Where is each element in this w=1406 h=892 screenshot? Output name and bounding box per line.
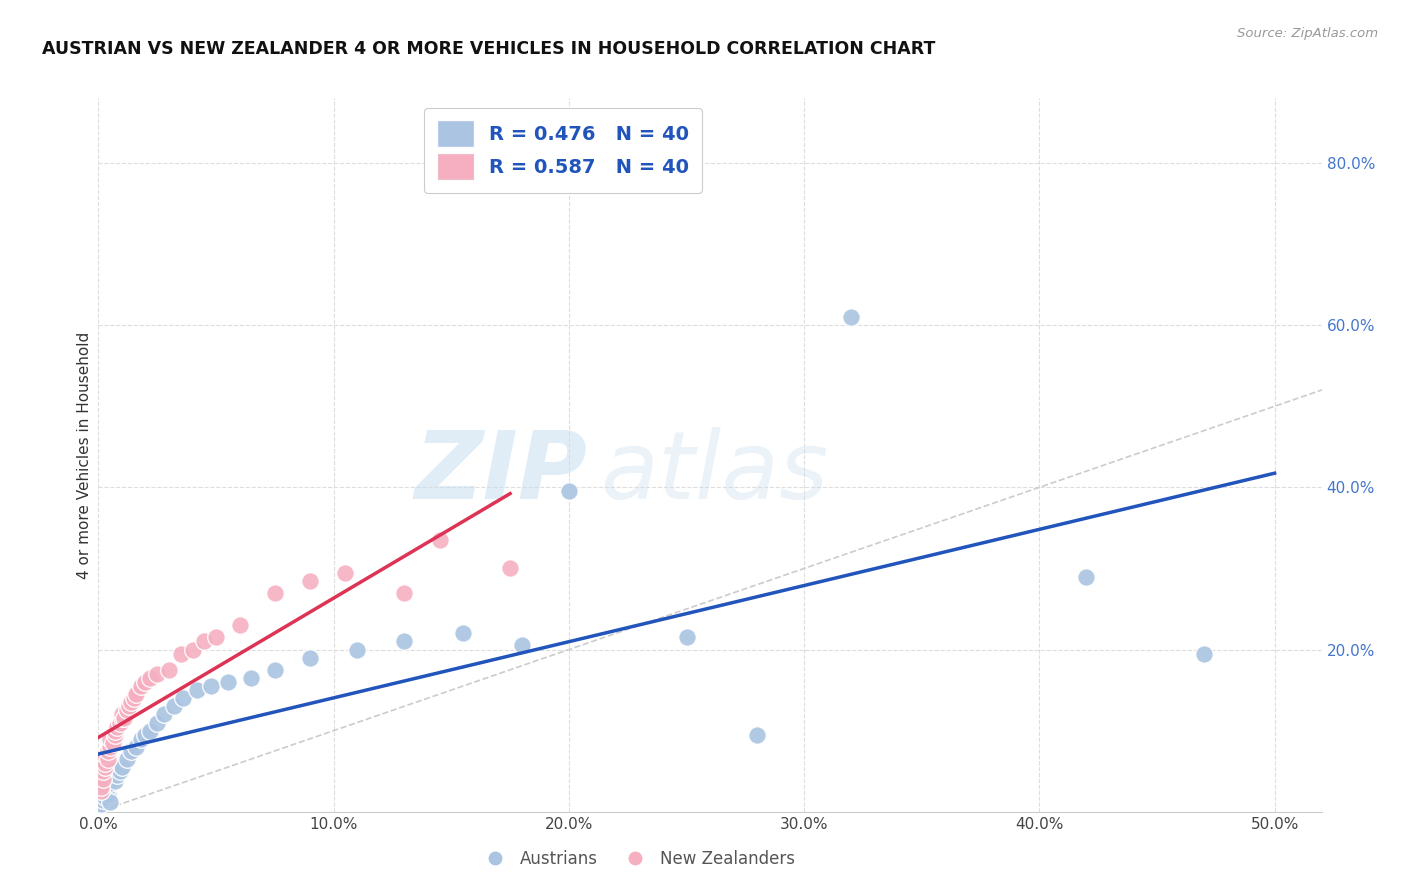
Point: [263, 663, 285, 677]
Point: [186, 683, 208, 698]
Point: [94, 790, 117, 805]
Text: AUSTRIAN VS NEW ZEALANDER 4 OR MORE VEHICLES IN HOUSEHOLD CORRELATION CHART: AUSTRIAN VS NEW ZEALANDER 4 OR MORE VEHI…: [42, 40, 935, 58]
Point: [146, 715, 169, 730]
Point: [205, 631, 228, 645]
Point: [90, 780, 112, 795]
Text: ZIP: ZIP: [415, 426, 588, 519]
Point: [122, 691, 145, 706]
Point: [98, 776, 121, 790]
Point: [299, 574, 322, 588]
Point: [299, 650, 322, 665]
Point: [108, 715, 131, 730]
Point: [1076, 569, 1098, 583]
Point: [217, 675, 239, 690]
Point: [98, 739, 121, 754]
Point: [675, 631, 697, 645]
Point: [228, 618, 250, 632]
Point: [101, 772, 124, 787]
Point: [129, 731, 152, 746]
Point: [839, 310, 862, 324]
Y-axis label: 4 or more Vehicles in Household: 4 or more Vehicles in Household: [77, 331, 91, 579]
Point: [153, 707, 176, 722]
Point: [346, 642, 368, 657]
Point: [97, 752, 120, 766]
Point: [139, 671, 162, 685]
Point: [94, 784, 117, 798]
Point: [745, 728, 768, 742]
Point: [134, 728, 156, 742]
Point: [163, 699, 186, 714]
Text: Source: ZipAtlas.com: Source: ZipAtlas.com: [1237, 27, 1378, 40]
Point: [129, 679, 152, 693]
Point: [125, 687, 148, 701]
Point: [146, 666, 169, 681]
Point: [157, 663, 180, 677]
Point: [134, 675, 156, 690]
Point: [120, 744, 142, 758]
Point: [111, 760, 134, 774]
Point: [392, 634, 416, 648]
Point: [97, 780, 120, 795]
Point: [94, 760, 117, 774]
Point: [510, 639, 533, 653]
Point: [98, 795, 121, 809]
Point: [101, 736, 124, 750]
Point: [335, 566, 357, 580]
Point: [115, 752, 138, 766]
Point: [120, 695, 142, 709]
Point: [111, 707, 134, 722]
Point: [91, 792, 114, 806]
Point: [115, 703, 138, 717]
Point: [97, 787, 120, 801]
Point: [118, 699, 141, 714]
Legend: Austrians, New Zealanders: Austrians, New Zealanders: [472, 844, 801, 875]
Point: [108, 764, 131, 779]
Point: [104, 728, 127, 742]
Point: [98, 731, 121, 746]
Point: [111, 711, 134, 725]
Point: [499, 561, 522, 575]
Point: [90, 797, 112, 811]
Point: [181, 642, 204, 657]
Point: [97, 744, 120, 758]
Point: [125, 739, 148, 754]
Point: [105, 768, 128, 782]
Point: [90, 784, 112, 798]
Point: [172, 691, 194, 706]
Point: [451, 626, 474, 640]
Point: [240, 671, 263, 685]
Point: [200, 679, 222, 693]
Point: [91, 789, 114, 803]
Point: [263, 586, 285, 600]
Text: atlas: atlas: [600, 427, 828, 518]
Point: [392, 586, 416, 600]
Point: [558, 484, 581, 499]
Point: [91, 764, 114, 779]
Point: [112, 711, 135, 725]
Point: [104, 773, 127, 788]
Point: [91, 772, 114, 787]
Point: [94, 756, 117, 770]
Point: [105, 720, 128, 734]
Point: [94, 747, 117, 762]
Point: [104, 723, 127, 738]
Point: [429, 533, 451, 547]
Point: [1192, 647, 1215, 661]
Point: [193, 634, 215, 648]
Point: [170, 647, 193, 661]
Point: [139, 723, 162, 738]
